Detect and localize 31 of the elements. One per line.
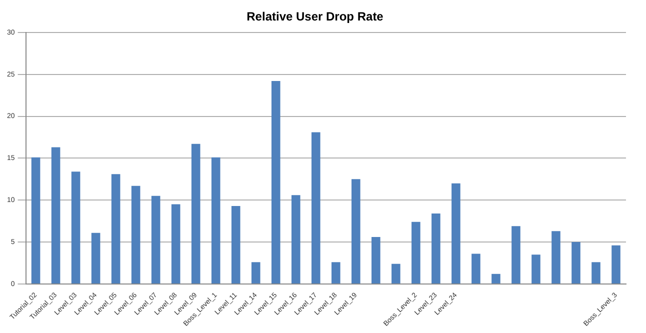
chart-title: Relative User Drop Rate [246,10,384,24]
bar [51,147,60,284]
bar [392,264,400,284]
bar [251,262,260,284]
bar [131,186,140,284]
bar [271,81,280,284]
bar [412,222,420,284]
bar [612,245,620,284]
bar [231,206,240,284]
bar [111,174,120,284]
bar [71,172,80,284]
bar [572,242,580,284]
bar [331,262,340,284]
bar [211,157,220,284]
bar [532,254,540,284]
bar [512,226,520,284]
bar [592,262,600,284]
bar [291,195,300,284]
bar [452,183,460,284]
bar [352,179,360,284]
bar [552,231,560,284]
bar [492,274,500,284]
bar [91,232,100,284]
bar [311,132,320,284]
bar [151,196,160,284]
bar [472,254,480,284]
bar [171,204,180,284]
bar [191,144,200,284]
bar [31,157,40,284]
bar [432,214,440,284]
bar [372,237,380,284]
